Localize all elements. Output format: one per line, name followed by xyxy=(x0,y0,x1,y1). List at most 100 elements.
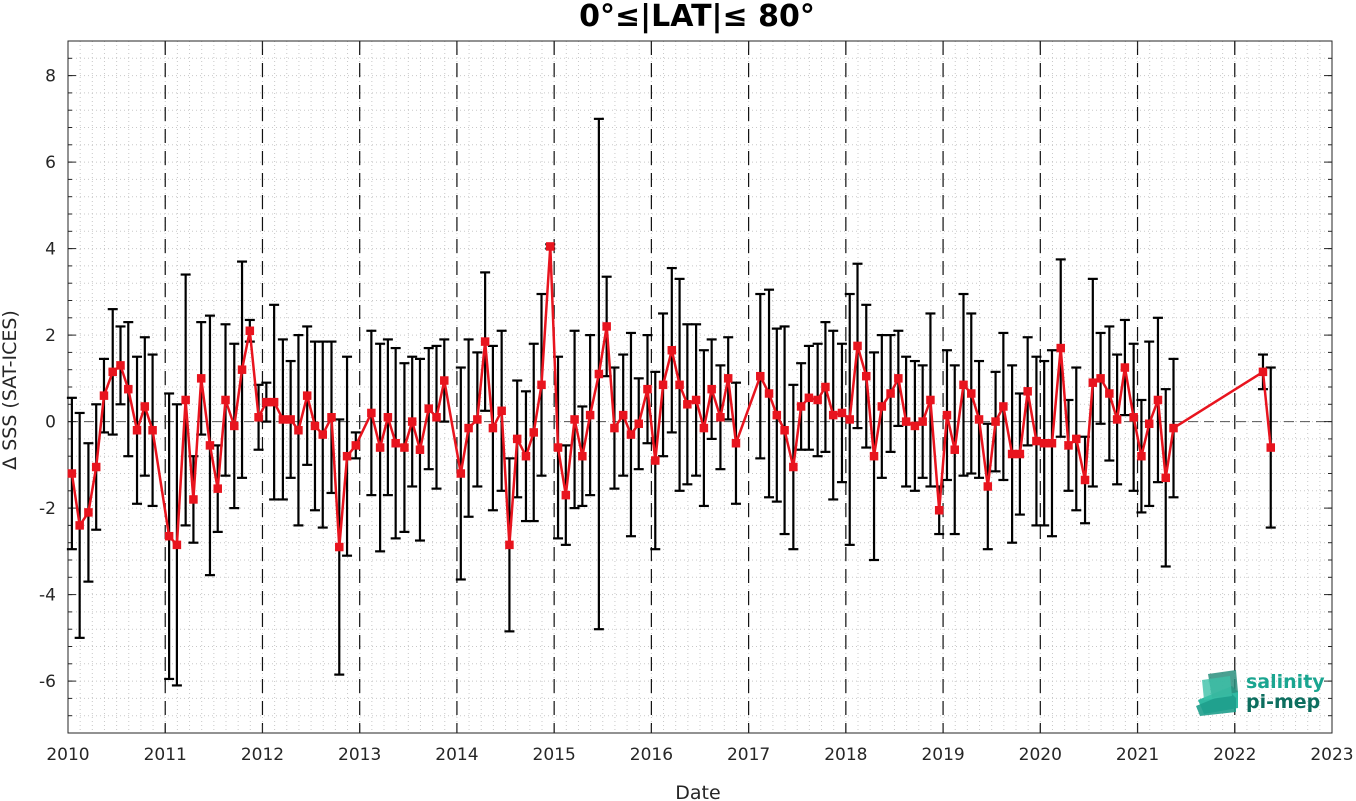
data-point-marker xyxy=(164,531,174,541)
data-point-marker xyxy=(415,445,425,454)
data-point-marker xyxy=(237,365,247,374)
error-bars xyxy=(66,117,1276,687)
data-point-marker xyxy=(651,456,660,465)
data-point-marker xyxy=(546,242,555,251)
data-point-marker xyxy=(318,430,327,439)
data-point-marker xyxy=(804,393,814,403)
x-tick-label: 2021 xyxy=(1116,745,1159,765)
data-point-marker xyxy=(845,415,854,424)
data-point-marker xyxy=(254,413,263,422)
data-point-marker xyxy=(813,395,822,405)
data-markers xyxy=(67,242,1275,552)
y-tick-label: -6 xyxy=(39,672,56,692)
data-point-marker xyxy=(327,413,336,422)
logo-icon xyxy=(1196,670,1238,716)
chart-title: 0°≤|LAT|≤ 80° xyxy=(579,0,815,34)
data-point-marker xyxy=(910,421,920,431)
data-point-marker xyxy=(367,408,376,418)
data-point-marker xyxy=(1088,378,1098,387)
salinity-pi-mep-logo: salinity pi-mep xyxy=(1196,670,1325,716)
data-point-marker xyxy=(821,382,830,392)
y-tick-label: 8 xyxy=(45,67,56,87)
data-point-marker xyxy=(634,419,643,429)
x-tick-label: 2014 xyxy=(435,745,478,765)
data-point-marker xyxy=(286,415,295,424)
data-point-marker xyxy=(780,426,789,435)
data-point-marker xyxy=(789,462,798,472)
data-point-marker xyxy=(764,389,774,398)
data-point-marker xyxy=(99,391,109,400)
logo-text-line2: pi-mep xyxy=(1246,691,1320,713)
data-point-marker xyxy=(1072,434,1081,444)
data-point-marker xyxy=(1258,367,1268,377)
data-point-marker xyxy=(862,371,871,381)
x-tick-label: 2011 xyxy=(144,745,187,765)
data-point-marker xyxy=(432,413,441,422)
data-point-marker xyxy=(1007,449,1017,459)
data-point-marker xyxy=(926,395,935,405)
data-point-marker xyxy=(505,540,514,550)
data-point-marker xyxy=(626,430,636,439)
data-point-marker xyxy=(699,423,709,433)
data-point-marker xyxy=(1039,438,1049,448)
data-point-marker xyxy=(610,423,619,433)
x-tick-label: 2013 xyxy=(338,745,381,765)
y-tick-label: 6 xyxy=(45,153,56,173)
data-point-marker xyxy=(1129,413,1138,422)
x-axis-label: Date xyxy=(675,782,720,801)
data-point-marker xyxy=(553,443,563,452)
x-tick-label: 2012 xyxy=(241,745,284,765)
data-point-marker xyxy=(828,410,838,420)
data-point-marker xyxy=(132,426,142,435)
data-point-marker xyxy=(124,384,133,394)
data-point-marker xyxy=(853,341,862,351)
data-point-marker xyxy=(75,521,84,530)
data-point-marker xyxy=(983,482,993,491)
data-point-marker xyxy=(294,426,303,435)
data-point-marker xyxy=(148,426,157,435)
data-point-marker xyxy=(658,380,668,390)
data-point-marker xyxy=(1153,395,1163,405)
data-point-marker xyxy=(262,397,271,407)
data-point-marker xyxy=(683,400,692,409)
data-point-marker xyxy=(400,443,409,452)
data-point-marker xyxy=(1112,415,1122,424)
data-point-marker xyxy=(578,451,587,461)
data-point-marker xyxy=(731,438,741,448)
data-point-marker xyxy=(561,490,571,500)
data-point-marker xyxy=(269,397,279,407)
data-point-marker xyxy=(585,410,595,420)
data-point-marker xyxy=(116,361,125,370)
data-point-marker xyxy=(181,395,190,405)
data-point-marker xyxy=(521,451,531,461)
x-tick-label: 2022 xyxy=(1213,745,1256,765)
data-point-marker xyxy=(456,469,466,478)
data-point-marker xyxy=(335,542,344,552)
data-point-marker xyxy=(140,402,150,411)
y-tick-label: 2 xyxy=(45,326,56,346)
data-point-marker xyxy=(1137,451,1146,461)
data-point-marker xyxy=(1080,475,1090,485)
data-point-marker xyxy=(618,410,628,420)
data-point-marker xyxy=(424,404,433,413)
data-point-marker xyxy=(108,367,117,377)
data-point-marker xyxy=(991,417,1000,426)
data-point-marker xyxy=(512,434,522,444)
data-point-marker xyxy=(310,421,320,431)
y-tick-label: 0 xyxy=(45,413,56,433)
data-point-marker xyxy=(407,417,417,426)
data-point-marker xyxy=(796,402,806,411)
data-point-marker xyxy=(464,423,473,433)
data-point-marker xyxy=(723,374,733,383)
x-tick-label: 2015 xyxy=(533,745,576,765)
data-point-marker xyxy=(84,508,93,517)
data-point-marker xyxy=(1169,423,1178,433)
data-point-marker xyxy=(602,322,611,331)
data-point-marker xyxy=(1047,438,1057,448)
data-point-marker xyxy=(959,380,968,390)
data-point-marker xyxy=(391,438,400,448)
y-axis-label: Δ SSS (SAT-ICES) xyxy=(0,310,21,470)
data-point-marker xyxy=(278,415,288,424)
data-point-marker xyxy=(1023,387,1032,396)
